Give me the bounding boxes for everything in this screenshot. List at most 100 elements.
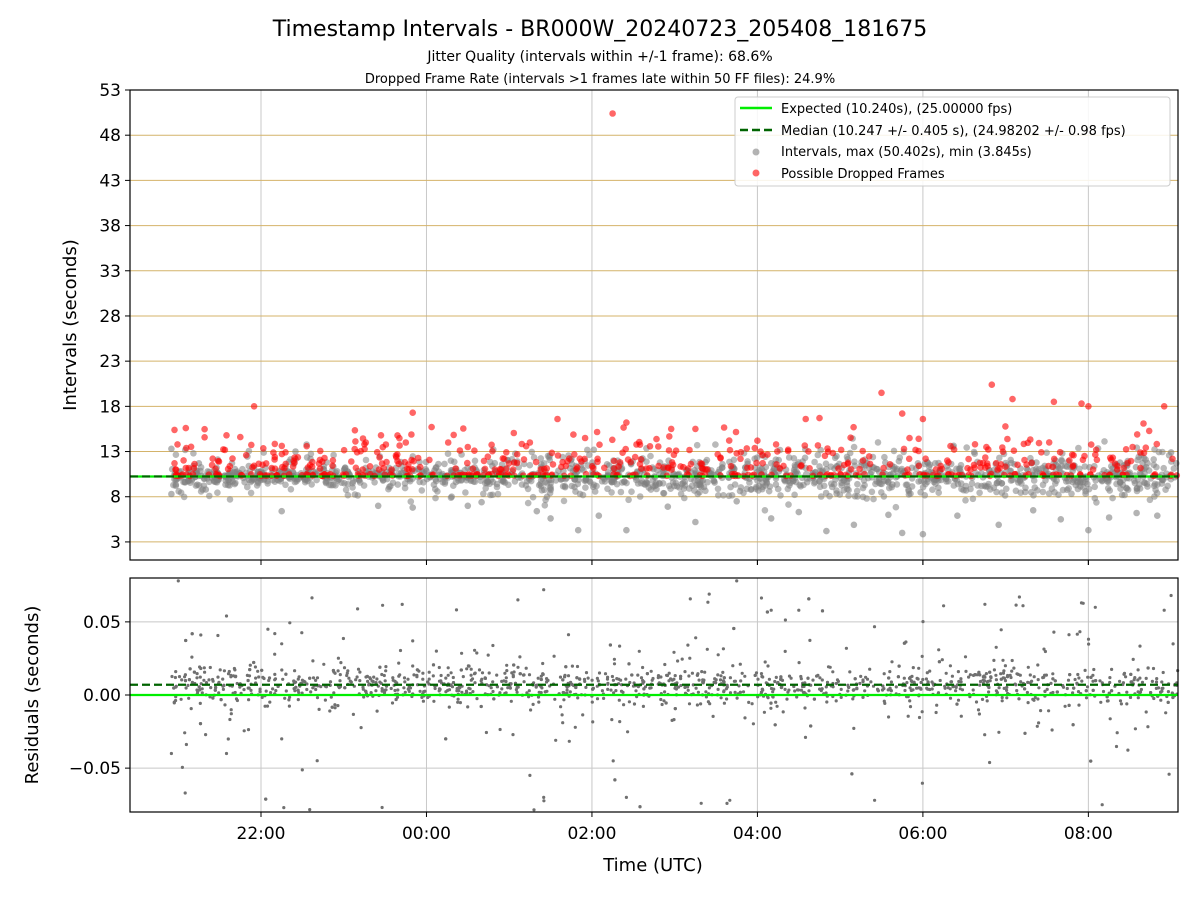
interval-point <box>590 446 598 454</box>
residual-point <box>865 677 870 681</box>
residual-point <box>762 710 767 714</box>
residual-point <box>696 690 701 694</box>
residual-point <box>518 655 522 659</box>
residual-point <box>978 683 982 687</box>
residual-point <box>1146 666 1150 670</box>
interval-point <box>998 480 1006 487</box>
residual-point <box>920 654 924 659</box>
dropped-frame-point <box>187 443 195 451</box>
dropped-frame-point <box>859 447 866 455</box>
residual-point <box>1017 595 1022 599</box>
residual-point <box>981 675 985 679</box>
residual-point <box>527 689 531 693</box>
residual-point <box>1140 680 1145 684</box>
dropped-frame-point <box>784 446 792 454</box>
residual-point <box>260 668 264 672</box>
residual-point <box>649 669 653 673</box>
dropped-frame-point <box>526 439 534 446</box>
residual-point <box>902 676 906 680</box>
residual-point <box>960 688 965 692</box>
dropped-frame-point <box>1035 439 1043 447</box>
residual-point <box>498 691 502 695</box>
residual-point <box>1044 673 1048 677</box>
residual-point <box>803 735 808 740</box>
residual-point <box>737 684 741 688</box>
residual-point <box>314 687 318 692</box>
residual-point <box>1003 664 1008 668</box>
dropped-frame-point <box>1027 436 1034 443</box>
dropped-frame-point <box>402 439 410 446</box>
residual-point <box>516 598 520 602</box>
residual-point <box>477 668 482 672</box>
residual-point <box>536 695 541 699</box>
interval-point <box>1141 470 1148 477</box>
dropped-frame-point <box>359 466 367 473</box>
residual-point <box>1067 703 1071 708</box>
interval-point <box>349 478 357 485</box>
residual-point <box>1005 685 1009 690</box>
residual-point <box>1130 680 1134 684</box>
dropped-frame-point <box>260 445 267 452</box>
residual-point <box>351 712 355 717</box>
interval-point <box>1154 512 1161 519</box>
dropped-frame-point <box>352 464 360 472</box>
interval-point <box>1104 485 1112 492</box>
dropped-frame-point <box>570 431 577 438</box>
interval-point <box>595 512 603 519</box>
interval-point <box>533 507 541 515</box>
interval-point <box>559 483 567 490</box>
residual-point <box>1028 673 1032 677</box>
residual-point <box>1093 605 1097 609</box>
residual-point <box>509 699 513 703</box>
residual-point <box>226 737 230 741</box>
residual-point <box>543 690 547 694</box>
residual-point <box>300 768 304 772</box>
residual-point <box>332 691 336 695</box>
interval-point <box>1068 490 1075 498</box>
residual-point <box>743 674 747 678</box>
residual-point <box>751 722 756 726</box>
interval-point <box>785 454 793 461</box>
interval-point <box>1154 481 1161 488</box>
residual-point <box>606 675 610 679</box>
residual-point <box>355 675 359 679</box>
dropped-frame-point <box>573 465 580 473</box>
residual-point <box>1151 666 1156 671</box>
residual-point <box>908 705 913 709</box>
interval-point <box>890 447 898 455</box>
residual-point <box>380 687 384 691</box>
dropped-frame-point <box>1079 456 1087 464</box>
residual-point <box>315 676 320 680</box>
residual-point <box>769 701 773 705</box>
dropped-frame-point <box>1153 440 1161 448</box>
interval-point <box>921 492 929 499</box>
interval-point <box>692 518 699 526</box>
interval-point <box>1031 484 1039 491</box>
residual-point <box>1066 678 1071 682</box>
residual-point <box>663 690 667 694</box>
dropped-frame-point <box>408 456 415 464</box>
residual-point <box>1138 644 1142 648</box>
residual-point <box>976 708 981 712</box>
residual-point <box>458 701 462 705</box>
interval-point <box>1091 494 1099 502</box>
residual-point <box>460 651 464 655</box>
interval-point <box>845 492 852 500</box>
residual-point <box>402 676 407 680</box>
residual-point <box>296 688 300 692</box>
dropped-frame-point <box>520 456 528 463</box>
dropped-frame-point <box>294 454 302 461</box>
dropped-frame-point <box>250 403 258 410</box>
dropped-frame-point <box>774 448 781 455</box>
residual-point <box>903 688 907 693</box>
residual-point <box>500 679 504 684</box>
interval-point <box>712 441 719 448</box>
residual-point <box>919 680 923 685</box>
residual-point <box>522 673 526 677</box>
residual-point <box>426 680 430 684</box>
residual-point <box>1098 679 1102 683</box>
dropped-frame-point <box>428 423 435 431</box>
interval-point <box>1109 494 1116 502</box>
residual-point <box>743 716 747 720</box>
residual-point <box>591 687 595 691</box>
